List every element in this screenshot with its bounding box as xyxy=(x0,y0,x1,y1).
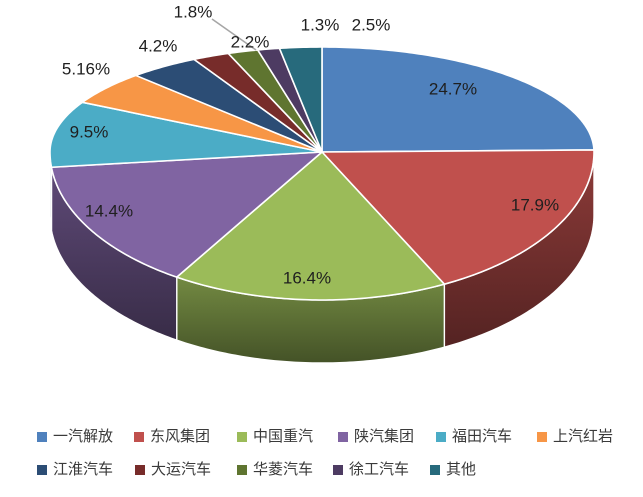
pie-slice-9 xyxy=(256,47,323,153)
percent-label-9: 1.3% xyxy=(301,16,340,35)
legend-label: 一汽解放 xyxy=(53,428,114,445)
legend-item-1: 东风集团 xyxy=(134,429,210,445)
legend-item-0: 一汽解放 xyxy=(37,429,113,445)
pie-slice-10 xyxy=(278,46,323,153)
legend-label: 大运汽车 xyxy=(151,461,212,478)
legend-label: 江淮汽车 xyxy=(53,461,114,478)
legend-label: 陕汽集团 xyxy=(354,428,415,445)
legend-item-8: 华菱汽车 xyxy=(237,462,313,478)
legend-swatch-icon xyxy=(237,465,247,475)
percent-label-4: 9.5% xyxy=(70,123,109,142)
percent-label-6: 4.2% xyxy=(139,37,178,56)
legend-item-3: 陕汽集团 xyxy=(338,429,414,445)
pie-slice-7 xyxy=(193,52,323,153)
percent-label-3: 14.4% xyxy=(85,202,133,221)
legend-label: 福田汽车 xyxy=(452,428,513,445)
pie-slice-3 xyxy=(50,151,323,278)
pie-chart-3d: 24.7% 17.9% 16.4% 14.4% 9.5% 5.16% 4.2% 2.2% 1.8… xyxy=(49,3,595,364)
legend-swatch-icon xyxy=(436,432,446,442)
pie-slice-0 xyxy=(321,46,595,153)
pie-slice-4 xyxy=(49,101,323,169)
legend-swatch-icon xyxy=(135,465,145,475)
percent-label-0: 24.7% xyxy=(429,80,477,99)
percent-label-8: 1.8% xyxy=(174,3,213,22)
legend-label: 上汽红岩 xyxy=(553,428,614,445)
pie-slice-1 xyxy=(321,149,595,285)
pie-depth-sides-group xyxy=(49,151,595,364)
legend-label: 中国重汽 xyxy=(253,428,314,445)
percent-label-5: 5.16% xyxy=(62,60,110,79)
legend-label: 其他 xyxy=(446,461,477,478)
legend-item-5: 上汽红岩 xyxy=(537,429,613,445)
legend-label: 华菱汽车 xyxy=(253,461,314,478)
legend-item-7: 大运汽车 xyxy=(135,462,211,478)
legend-swatch-icon xyxy=(237,432,247,442)
pie-percent-labels-group: 24.7% 17.9% 16.4% 14.4% 9.5% 5.16% 4.2% 2.2% 1.8… xyxy=(62,3,559,288)
legend-item-10: 其他 xyxy=(430,462,476,478)
legend-item-6: 江淮汽车 xyxy=(37,462,113,478)
percent-label-7: 2.2% xyxy=(231,33,270,52)
pie-slice-2 xyxy=(175,151,446,301)
legend-swatch-icon xyxy=(338,432,348,442)
legend-label: 徐工汽车 xyxy=(349,461,410,478)
legend-swatch-icon xyxy=(430,465,440,475)
legend-swatch-icon xyxy=(333,465,343,475)
legend-swatch-icon xyxy=(134,432,144,442)
legend-swatch-icon xyxy=(37,432,47,442)
percent-label-10: 2.5% xyxy=(352,16,391,35)
pie-leader-lines-group xyxy=(211,18,257,51)
percent-label-2: 16.4% xyxy=(283,269,331,288)
leader-line-8 xyxy=(211,18,257,51)
legend-swatch-icon xyxy=(537,432,547,442)
legend-label: 东风集团 xyxy=(150,428,211,445)
legend-item-4: 福田汽车 xyxy=(436,429,512,445)
pie-slices-group xyxy=(49,46,595,301)
pie-slice-6 xyxy=(135,58,323,153)
pie-slice-5 xyxy=(81,74,323,153)
legend-swatch-icon xyxy=(37,465,47,475)
legend-item-2: 中国重汽 xyxy=(237,429,313,445)
legend-item-9: 徐工汽车 xyxy=(333,462,409,478)
percent-label-1: 17.9% xyxy=(511,196,559,215)
